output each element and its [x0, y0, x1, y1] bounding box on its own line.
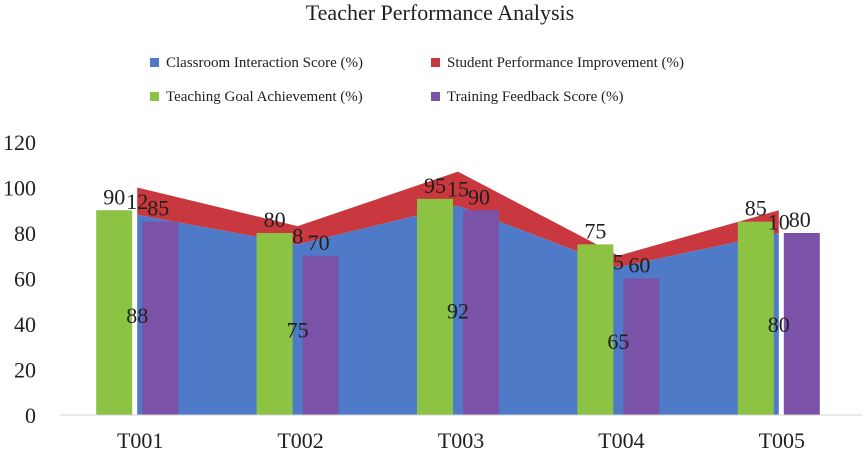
bar-teaching-goal-T002: [256, 233, 293, 415]
data-label-student-performance: 12: [126, 189, 148, 214]
legend-label-teaching-goal: Teaching Goal Achievement (%): [166, 89, 363, 105]
y-tick-label: 60: [14, 267, 36, 292]
bar-training-feedback-T005: [783, 233, 820, 415]
chart-title: Teacher Performance Analysis: [306, 0, 574, 25]
legend-swatch-training-feedback: [431, 92, 440, 101]
y-tick-label: 100: [3, 176, 36, 201]
data-label-training-feedback: 90: [468, 184, 490, 209]
x-tick-label: T001: [117, 428, 163, 453]
data-label-teaching-goal: 95: [424, 173, 446, 198]
data-label-classroom-interaction: 88: [126, 303, 148, 328]
data-label-teaching-goal: 90: [103, 184, 125, 209]
data-label-classroom-interaction: 75: [287, 318, 309, 343]
bar-teaching-goal-T005: [737, 221, 774, 415]
data-label-training-feedback: 70: [308, 230, 330, 255]
bar-training-feedback-T002: [302, 255, 339, 415]
data-label-classroom-interaction: 65: [607, 329, 629, 354]
bar-training-feedback-T003: [463, 210, 499, 415]
data-label-teaching-goal: 75: [584, 218, 606, 243]
data-label-student-performance: 8: [292, 223, 303, 248]
legend-swatch-teaching-goal: [150, 92, 159, 101]
area-student-performance-improvement: [137, 171, 779, 268]
bar-teaching-goal-T001: [96, 210, 133, 415]
y-tick-label: 40: [14, 312, 36, 337]
bar-teaching-goal-T003: [417, 198, 453, 415]
legend-label-student-performance: Student Performance Improvement (%): [447, 55, 684, 71]
data-label-teaching-goal: 85: [745, 196, 767, 221]
data-label-student-performance: 10: [768, 210, 790, 235]
data-label-training-feedback: 85: [147, 196, 169, 221]
legend-label-training-feedback: Training Feedback Score (%): [447, 89, 623, 105]
x-tick-label: T003: [438, 428, 484, 453]
y-tick-label: 120: [3, 130, 36, 155]
data-label-student-performance: 15: [447, 177, 469, 202]
legend: Classroom Interaction Score (%) Student …: [150, 55, 684, 105]
data-label-classroom-interaction: 80: [768, 312, 790, 337]
legend-swatch-classroom-interaction: [150, 58, 159, 67]
area-classroom-interaction-score: [137, 205, 779, 415]
data-label-classroom-interaction: 92: [447, 298, 469, 323]
bar-teaching-goal-T004: [577, 244, 614, 415]
x-tick-label: T004: [598, 428, 644, 453]
bar-training-feedback-T001: [142, 221, 179, 415]
data-label-training-feedback: 80: [789, 207, 811, 232]
y-tick-label: 20: [14, 358, 36, 383]
x-tick-label: T002: [277, 428, 323, 453]
data-label-student-performance: 5: [613, 249, 624, 274]
data-label-training-feedback: 60: [628, 253, 650, 278]
bar-training-feedback-T004: [623, 278, 660, 415]
x-tick-label: T005: [759, 428, 805, 453]
legend-label-classroom-interaction: Classroom Interaction Score (%): [166, 55, 363, 71]
data-label-teaching-goal: 80: [264, 207, 286, 232]
y-tick-label: 0: [25, 403, 36, 428]
y-tick-label: 80: [14, 221, 36, 246]
legend-swatch-student-performance: [431, 58, 440, 67]
